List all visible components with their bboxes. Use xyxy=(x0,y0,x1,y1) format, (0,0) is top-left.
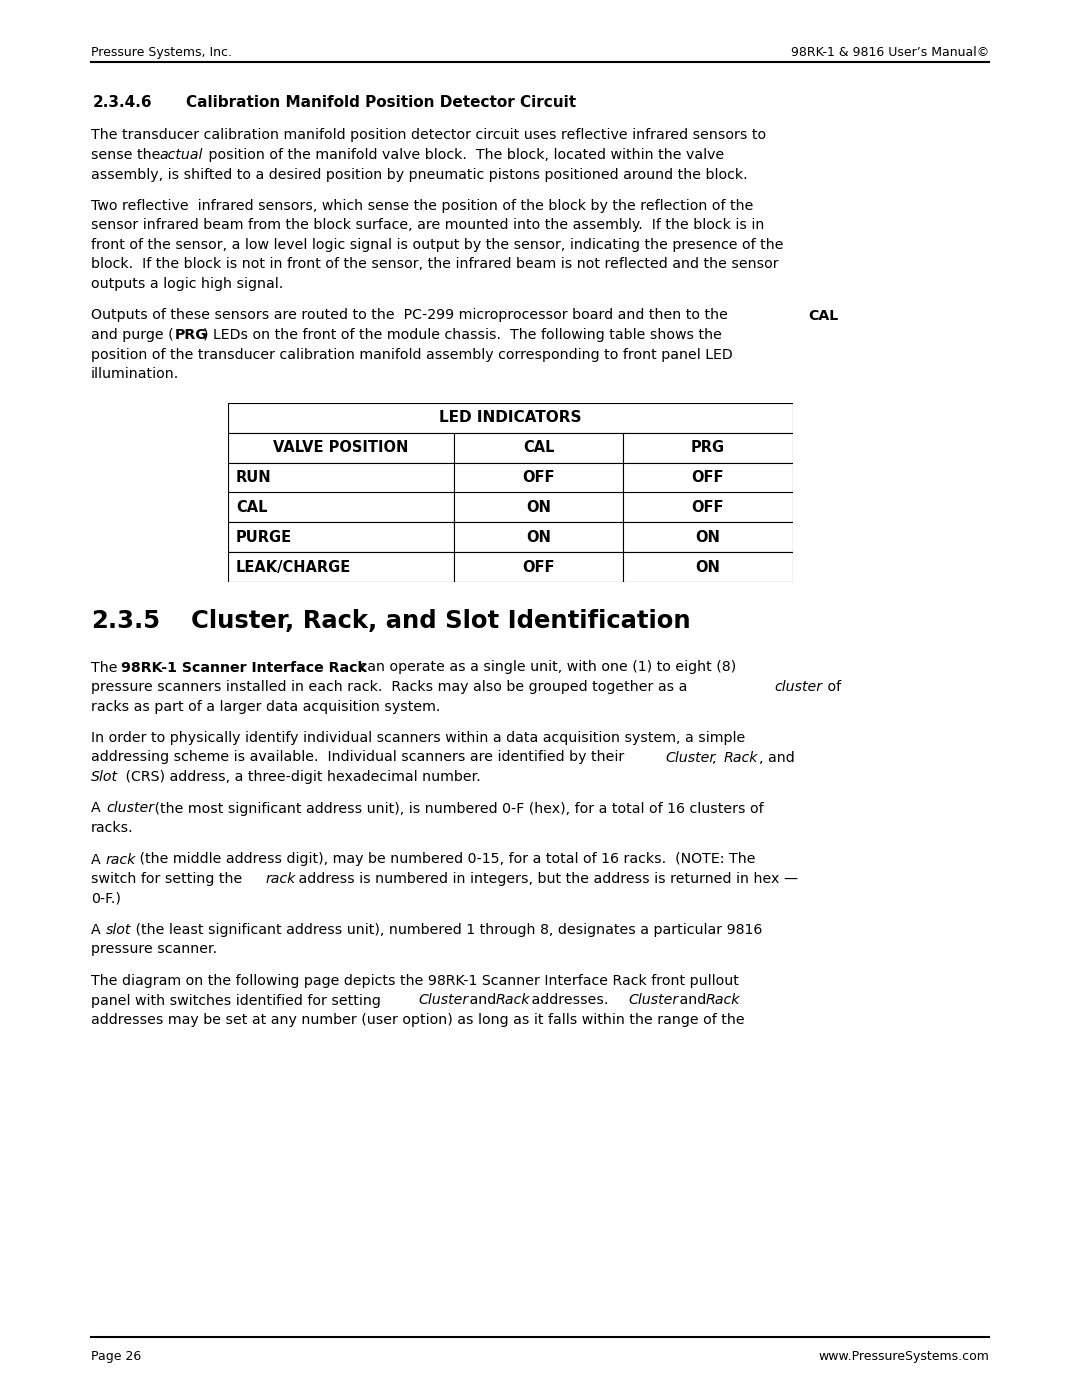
Text: panel with switches identified for setting: panel with switches identified for setti… xyxy=(91,993,386,1007)
Text: outputs a logic high signal.: outputs a logic high signal. xyxy=(91,277,283,291)
Bar xyxy=(454,522,623,552)
Text: racks as part of a larger data acquisition system.: racks as part of a larger data acquisiti… xyxy=(91,700,441,714)
Text: OFF: OFF xyxy=(523,560,555,576)
Bar xyxy=(228,522,454,552)
Bar xyxy=(228,402,793,433)
Text: , and: , and xyxy=(759,750,795,764)
Text: LED INDICATORS: LED INDICATORS xyxy=(440,409,582,425)
Text: switch for setting the: switch for setting the xyxy=(91,872,246,886)
Text: www.PressureSystems.com: www.PressureSystems.com xyxy=(819,1350,989,1363)
Text: The: The xyxy=(91,661,122,675)
Text: slot: slot xyxy=(106,923,132,937)
Text: 2.3.4.6: 2.3.4.6 xyxy=(93,95,152,110)
Text: rack: rack xyxy=(265,872,295,886)
Bar xyxy=(623,462,793,493)
Text: ON: ON xyxy=(696,529,720,545)
Text: VALVE POSITION: VALVE POSITION xyxy=(273,440,408,455)
Bar xyxy=(623,493,793,522)
Text: ON: ON xyxy=(526,500,551,515)
Text: actual: actual xyxy=(159,148,202,162)
Text: Pressure Systems, Inc.: Pressure Systems, Inc. xyxy=(91,46,232,59)
Bar xyxy=(623,433,793,462)
Text: position of the transducer calibration manifold assembly corresponding to front : position of the transducer calibration m… xyxy=(91,348,732,362)
Text: sense the: sense the xyxy=(91,148,165,162)
Text: Two reflective  infrared sensors, which sense the position of the block by the r: Two reflective infrared sensors, which s… xyxy=(91,198,754,212)
Text: OFF: OFF xyxy=(523,469,555,485)
Text: racks.: racks. xyxy=(91,821,134,835)
Text: assembly, is shifted to a desired position by pneumatic pistons positioned aroun: assembly, is shifted to a desired positi… xyxy=(91,168,747,182)
Text: and purge (: and purge ( xyxy=(91,328,174,342)
Text: pressure scanner.: pressure scanner. xyxy=(91,943,217,957)
Text: OFF: OFF xyxy=(692,469,725,485)
Text: Calibration Manifold Position Detector Circuit: Calibration Manifold Position Detector C… xyxy=(186,95,576,110)
Text: Rack: Rack xyxy=(496,993,530,1007)
Bar xyxy=(454,433,623,462)
Text: The transducer calibration manifold position detector circuit uses reflective in: The transducer calibration manifold posi… xyxy=(91,129,766,142)
Text: ON: ON xyxy=(696,560,720,576)
Text: illumination.: illumination. xyxy=(91,367,179,381)
Text: 0-F.): 0-F.) xyxy=(91,891,121,905)
Text: Outputs of these sensors are routed to the  PC-299 microprocessor board and then: Outputs of these sensors are routed to t… xyxy=(91,309,732,323)
Text: RUN: RUN xyxy=(237,469,272,485)
Bar xyxy=(454,493,623,522)
Text: cluster: cluster xyxy=(106,802,154,816)
Text: (the most significant address unit), is numbered 0-F (hex), for a total of 16 cl: (the most significant address unit), is … xyxy=(150,802,764,816)
Bar xyxy=(454,462,623,493)
Text: Rack: Rack xyxy=(706,993,741,1007)
Text: and: and xyxy=(675,993,711,1007)
Text: A: A xyxy=(91,923,105,937)
Text: PRG: PRG xyxy=(691,440,725,455)
Text: PURGE: PURGE xyxy=(237,529,292,545)
Text: ) LEDs on the front of the module chassis.  The following table shows the: ) LEDs on the front of the module chassi… xyxy=(203,328,721,342)
Text: A: A xyxy=(91,852,105,866)
Text: A: A xyxy=(91,802,105,816)
Text: Slot: Slot xyxy=(91,770,118,784)
Text: addresses may be set at any number (user option) as long as it falls within the : addresses may be set at any number (user… xyxy=(91,1013,744,1027)
Text: can operate as a single unit, with one (1) to eight (8): can operate as a single unit, with one (… xyxy=(355,661,737,675)
Text: 98RK-1 Scanner Interface Rack: 98RK-1 Scanner Interface Rack xyxy=(121,661,367,675)
Text: PRG: PRG xyxy=(175,328,207,342)
Bar xyxy=(228,433,454,462)
Bar xyxy=(623,522,793,552)
Text: and: and xyxy=(465,993,501,1007)
Text: sensor infrared beam from the block surface, are mounted into the assembly.  If : sensor infrared beam from the block surf… xyxy=(91,218,765,232)
Text: cluster: cluster xyxy=(774,680,822,694)
Text: CAL: CAL xyxy=(523,440,554,455)
Text: rack: rack xyxy=(106,852,136,866)
Text: 2.3.5: 2.3.5 xyxy=(91,609,160,633)
Text: Cluster: Cluster xyxy=(665,750,715,764)
Text: LEAK/CHARGE: LEAK/CHARGE xyxy=(237,560,351,576)
Text: Rack: Rack xyxy=(724,750,758,764)
Text: Cluster: Cluster xyxy=(418,993,468,1007)
Bar xyxy=(228,493,454,522)
Text: In order to physically identify individual scanners within a data acquisition sy: In order to physically identify individu… xyxy=(91,731,745,745)
Bar xyxy=(228,462,454,493)
Text: The diagram on the following page depicts the 98RK-1 Scanner Interface Rack fron: The diagram on the following page depict… xyxy=(91,974,739,988)
Text: (CRS) address, a three-digit hexadecimal number.: (CRS) address, a three-digit hexadecimal… xyxy=(121,770,481,784)
Text: addresses.: addresses. xyxy=(527,993,618,1007)
Text: front of the sensor, a low level logic signal is output by the sensor, indicatin: front of the sensor, a low level logic s… xyxy=(91,237,783,251)
Text: of: of xyxy=(823,680,841,694)
Text: 98RK-1 & 9816 User’s Manual©: 98RK-1 & 9816 User’s Manual© xyxy=(791,46,989,59)
Text: CAL: CAL xyxy=(808,309,838,323)
Text: CAL: CAL xyxy=(237,500,268,515)
Text: Cluster: Cluster xyxy=(627,993,678,1007)
Bar xyxy=(228,552,454,583)
Text: OFF: OFF xyxy=(692,500,725,515)
Text: position of the manifold valve block.  The block, located within the valve: position of the manifold valve block. Th… xyxy=(204,148,725,162)
Text: Cluster, Rack, and Slot Identification: Cluster, Rack, and Slot Identification xyxy=(191,609,690,633)
Text: ,: , xyxy=(712,750,721,764)
Text: address is numbered in integers, but the address is returned in hex —: address is numbered in integers, but the… xyxy=(294,872,798,886)
Text: (the middle address digit), may be numbered 0-15, for a total of 16 racks.  (NOT: (the middle address digit), may be numbe… xyxy=(135,852,756,866)
Text: addressing scheme is available.  Individual scanners are identified by their: addressing scheme is available. Individu… xyxy=(91,750,629,764)
Text: block.  If the block is not in front of the sensor, the infrared beam is not ref: block. If the block is not in front of t… xyxy=(91,257,779,271)
Text: pressure scanners installed in each rack.  Racks may also be grouped together as: pressure scanners installed in each rack… xyxy=(91,680,692,694)
Bar xyxy=(623,552,793,583)
Text: (the least significant address unit), numbered 1 through 8, designates a particu: (the least significant address unit), nu… xyxy=(131,923,762,937)
Text: ON: ON xyxy=(526,529,551,545)
Text: Page 26: Page 26 xyxy=(91,1350,141,1363)
Bar xyxy=(454,552,623,583)
